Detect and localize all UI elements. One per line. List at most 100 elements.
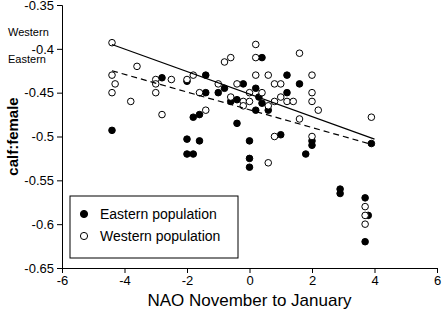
point [152,81,159,88]
point [252,41,259,48]
legend-marker [80,210,87,217]
point [277,94,284,101]
line-label: Eastern [8,53,46,65]
point [246,164,253,171]
tick: -6 [57,268,69,288]
tick-label: 2 [309,273,316,288]
point [190,151,197,158]
tick-label: 4 [371,273,378,288]
point [252,54,259,61]
point [337,190,344,197]
point [202,89,209,96]
x-axis-title: NAO November to January [147,291,352,310]
point [252,85,259,92]
tick-label: -0.5 [32,129,54,144]
point [196,111,203,118]
legend-label: Western population [100,228,220,244]
point [296,81,303,88]
point [284,72,291,79]
point [265,103,272,110]
point [134,63,141,70]
point [259,100,266,107]
point [168,76,175,83]
tick: 6 [434,268,441,288]
legend-box [70,196,238,258]
point [227,94,234,101]
point [109,127,116,134]
tick-mark [57,268,62,269]
point [271,81,278,88]
point [202,107,209,114]
point [362,238,369,245]
point [246,98,253,105]
point [296,116,303,123]
tick-label: -4 [119,273,131,288]
point [184,151,191,158]
point [215,89,222,96]
tick: 0 [246,268,253,288]
tick: -4 [119,268,131,288]
chart: -6-4-20246-0.65-0.6-0.55-0.5-0.45-0.4-0.… [0,0,446,316]
tick: -0.55 [24,173,62,188]
tick-label: -0.65 [24,261,54,276]
regression-line [112,44,375,139]
point [184,136,191,143]
point [309,89,316,96]
point [309,98,316,105]
point [362,221,369,228]
tick-label: -0.45 [24,85,54,100]
point [109,89,116,96]
tick-mark [57,180,62,181]
y-axis-title: calf:female [4,97,21,175]
point [265,72,272,79]
point [159,74,166,81]
tick: -0.6 [32,217,62,232]
point [259,89,266,96]
tick: 2 [309,268,316,288]
tick: -0.35 [24,0,62,13]
tick-label: -0.6 [32,217,54,232]
point [296,50,303,57]
point [290,98,297,105]
point [284,98,291,105]
tick: -0.5 [32,129,62,144]
point [184,76,191,83]
point [362,195,369,202]
point [309,72,316,79]
tick-mark [57,137,62,138]
point [109,72,116,79]
point [259,54,266,61]
point [362,203,369,210]
legend: Eastern populationWestern population [70,196,238,258]
tick: 4 [371,268,378,288]
line-label: Western [8,26,49,38]
point [112,81,119,88]
point [227,54,234,61]
tick-mark [57,49,62,50]
point [246,155,253,162]
point [190,114,197,121]
tick-label: -0.55 [24,173,54,188]
point [265,160,272,167]
point [159,111,166,118]
legend-marker [80,232,87,239]
y-axis-line [57,6,63,269]
point [302,151,309,158]
point [315,107,322,114]
point [277,81,284,88]
point [277,131,284,138]
tick-mark [57,5,62,6]
point [362,212,369,219]
point [252,72,259,79]
tick-mark [57,93,62,94]
regression-line [112,71,375,146]
tick: -2 [182,268,194,288]
tick: -0.65 [24,261,62,276]
plot: -6-4-20246-0.65-0.6-0.55-0.5-0.45-0.4-0.… [8,0,441,288]
point [246,138,253,145]
point [309,133,316,140]
point [234,96,241,103]
point [240,81,247,88]
point [240,103,247,110]
point [234,120,241,127]
